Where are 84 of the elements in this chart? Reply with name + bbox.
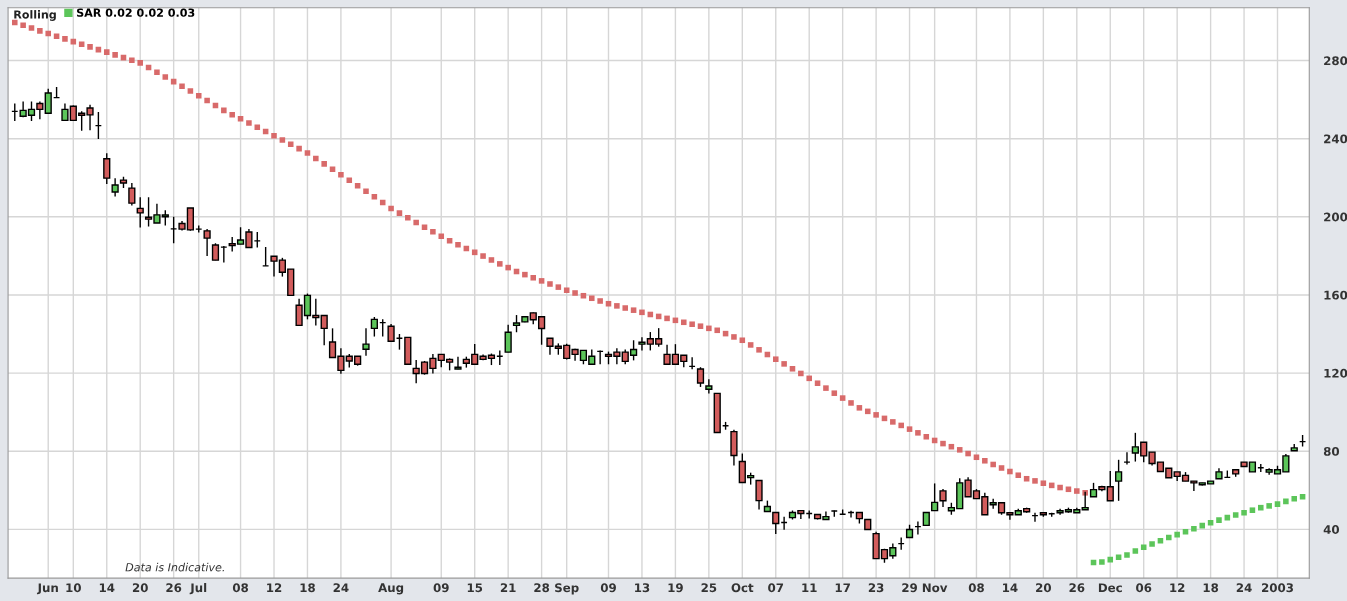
y-tick-label: 280 [1324, 56, 1347, 66]
x-tick-label: 25 [701, 583, 717, 593]
x-tick-label: 2003 [1262, 583, 1293, 593]
annotation: Data is Indicative. [125, 562, 224, 572]
x-tick-label: 14 [99, 583, 115, 592]
y-tick-label: 240 [1324, 134, 1347, 144]
x-tick-label: 21 [500, 583, 516, 592]
candlestick [730, 429, 738, 467]
y-tick-label: 40 [1323, 525, 1340, 534]
x-tick-label: 08 [968, 583, 984, 593]
x-tick-label: Jun [36, 583, 58, 595]
point [1115, 554, 1122, 561]
x-tick-label: 07 [768, 583, 784, 593]
candlestick [320, 314, 328, 347]
x-tick-label: 13 [635, 583, 650, 593]
x-tick-label: Aug [378, 583, 404, 595]
x-tick-label: 28 [534, 583, 550, 593]
candlestick [755, 479, 763, 511]
x-tick-label: 26 [1069, 583, 1085, 593]
x-tick-label: 08 [232, 583, 249, 593]
x-tick-label: 12 [1170, 583, 1185, 592]
x-tick-label: 18 [1203, 583, 1219, 593]
candlestick [111, 177, 119, 198]
point [1291, 495, 1298, 502]
x-tick-label: Dec [1098, 583, 1122, 593]
point [1174, 531, 1180, 538]
x-tick-label: 12 [267, 583, 282, 592]
x-tick-label: 19 [668, 583, 683, 593]
x-tick-label: 06 [1136, 583, 1152, 593]
x-tick-label: 24 [333, 583, 349, 592]
candlestick [128, 182, 136, 207]
point [1199, 522, 1206, 529]
x-tick-label: 18 [300, 583, 315, 593]
x-tick-label: 24 [1236, 583, 1252, 592]
point [1124, 552, 1130, 558]
x-tick-label: 11 [802, 583, 817, 592]
x-tick-label: 14 [1003, 583, 1018, 592]
x-tick-label: 10 [66, 583, 81, 593]
x-tick-label: Sep [555, 583, 579, 595]
y-tick-label: 200 [1324, 212, 1347, 222]
x-tick-label: 20 [1036, 583, 1052, 593]
candlestick [1114, 459, 1123, 502]
x-tick-label: 20 [132, 583, 148, 593]
point [1099, 559, 1105, 565]
candlestick [362, 327, 370, 357]
point [1132, 548, 1139, 554]
point [1166, 534, 1172, 541]
candlestick [504, 323, 512, 353]
candlestick [705, 378, 713, 395]
point [1216, 517, 1222, 523]
point [1232, 512, 1239, 518]
point [1274, 501, 1281, 507]
candlestick [203, 228, 211, 257]
candlestick [44, 88, 52, 115]
point [1107, 556, 1114, 563]
point [1241, 509, 1247, 516]
point [1249, 507, 1256, 513]
candlestick [696, 366, 705, 388]
y-tick-label: 160 [1324, 290, 1347, 300]
x-tick-label: 09 [433, 583, 449, 593]
x-tick-label: 26 [166, 583, 182, 593]
legend-label: SAR 0.02 0.02 0.03 [76, 8, 195, 17]
x-tick-label: 17 [835, 583, 850, 592]
x-tick-label: 15 [467, 583, 483, 593]
x-tick-label: 23 [868, 583, 884, 593]
candlestick [454, 355, 462, 370]
x-tick-label: 09 [600, 583, 616, 593]
x-tick-label: Oct [731, 583, 754, 593]
point [1191, 525, 1197, 532]
x-tick-label: Jul [189, 583, 207, 595]
point [1266, 503, 1272, 509]
candlestick [136, 196, 144, 229]
x-tick-label: Nov [922, 583, 948, 593]
x-tick-label: 29 [902, 583, 918, 593]
chart-title: Rolling [14, 10, 56, 21]
candlestick [370, 316, 378, 338]
candlestick [931, 482, 939, 512]
point [1258, 504, 1264, 511]
candlestick [103, 152, 111, 185]
candlestick [772, 511, 780, 535]
point [1283, 498, 1289, 505]
y-tick-label: 80 [1323, 446, 1340, 456]
point [1149, 541, 1155, 547]
y-tick-label: 120 [1324, 368, 1347, 378]
